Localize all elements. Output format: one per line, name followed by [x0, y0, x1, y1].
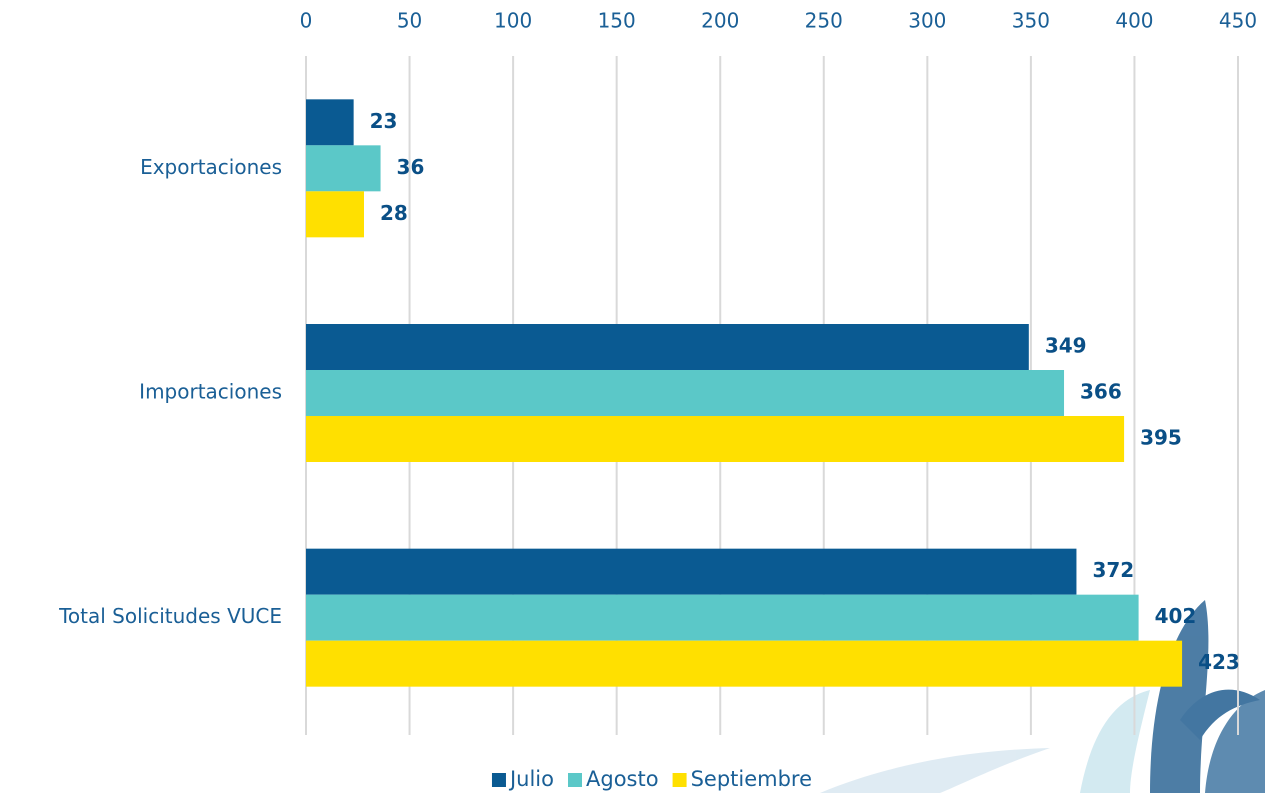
bar — [306, 191, 364, 238]
value-label: 36 — [397, 155, 425, 179]
decoration — [820, 600, 1265, 793]
value-label: 423 — [1198, 650, 1240, 674]
bar — [306, 324, 1029, 370]
legend-label: Julio — [508, 767, 554, 791]
x-tick-label: 400 — [1115, 9, 1153, 33]
x-tick-label: 350 — [1012, 9, 1050, 33]
x-tick-label: 450 — [1219, 9, 1257, 33]
value-label: 23 — [370, 109, 398, 133]
legend-swatch — [568, 773, 582, 787]
bar — [306, 548, 1077, 595]
x-tick-label: 150 — [598, 9, 636, 33]
y-tick-label: Exportaciones — [140, 155, 282, 179]
value-label: 395 — [1140, 426, 1182, 450]
x-tick-label: 200 — [701, 9, 739, 33]
value-label: 372 — [1092, 558, 1134, 582]
y-tick-label: Importaciones — [139, 380, 282, 404]
x-tick-label: 250 — [805, 9, 843, 33]
bar — [306, 99, 354, 146]
bar — [306, 416, 1125, 462]
value-label: 402 — [1155, 604, 1197, 628]
bar — [306, 370, 1065, 416]
x-tick-label: 100 — [494, 9, 532, 33]
x-tick-label: 300 — [908, 9, 946, 33]
bar — [306, 640, 1183, 687]
value-label: 28 — [380, 201, 408, 225]
bar — [306, 145, 381, 192]
legend-label: Septiembre — [691, 767, 812, 791]
value-label: 366 — [1080, 380, 1122, 404]
legend-swatch — [672, 773, 687, 787]
legend-label: Agosto — [586, 767, 659, 791]
value-label: 349 — [1045, 334, 1087, 358]
x-tick-label: 50 — [397, 9, 422, 33]
legend-swatch — [491, 773, 506, 787]
x-tick-label: 0 — [300, 9, 313, 33]
bar — [306, 594, 1139, 641]
y-tick-label: Total Solicitudes VUCE — [58, 604, 282, 628]
